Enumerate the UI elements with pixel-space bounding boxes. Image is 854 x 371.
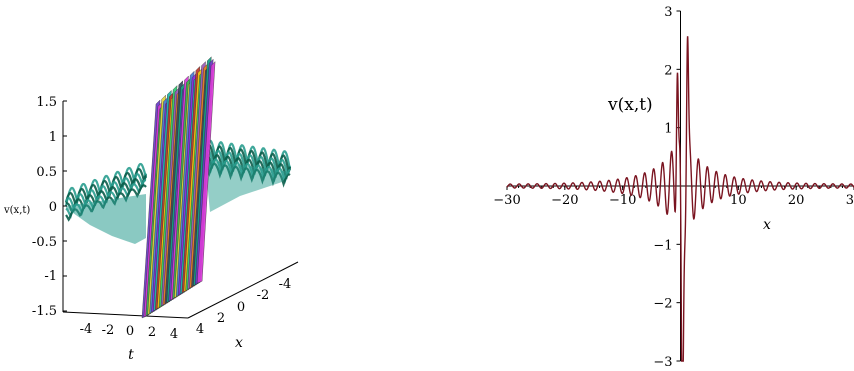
t-tick-0: 0 xyxy=(126,324,134,339)
z-tick-0: 0 xyxy=(49,200,57,215)
y-tick-label: −3 xyxy=(653,355,672,370)
x-axis-label: x xyxy=(763,217,771,233)
x-tick-4: 4 xyxy=(196,322,204,337)
t-tick-2: 2 xyxy=(148,325,156,340)
x-tick-label: −10 xyxy=(609,193,636,208)
t-axis-label: t xyxy=(128,347,134,363)
y-tick-label: −2 xyxy=(653,297,672,312)
x-axis-edge xyxy=(187,261,299,319)
y-tick-label: −1 xyxy=(653,238,672,253)
x-tick-label: 20 xyxy=(788,193,805,208)
x-tick-label: 30 xyxy=(846,193,854,208)
x-tick-label: −30 xyxy=(493,193,520,208)
x-tick-0: 0 xyxy=(237,300,245,315)
y-tick-label: 2 xyxy=(664,63,672,78)
z-tick-neg0.5: -0.5 xyxy=(32,235,57,250)
z-tick-neg1.5: -1.5 xyxy=(32,304,57,319)
x-tick-label: −20 xyxy=(551,193,578,208)
z-tick-0.5: 0.5 xyxy=(36,165,57,180)
x-tick-neg4: -4 xyxy=(279,277,292,292)
surface-band-slab xyxy=(196,61,216,284)
t-tick-4: 4 xyxy=(170,327,178,342)
x-tick-neg2: -2 xyxy=(257,288,270,303)
ticks-2d: −30 −20 −10 10 20 30 −3 −2 −1 1 2 3 xyxy=(493,5,854,370)
surface-underside xyxy=(66,194,146,244)
t-tick-neg2: -2 xyxy=(102,323,115,338)
x-tick-2: 2 xyxy=(217,311,225,326)
y-axis-label: v(x,t) xyxy=(607,95,653,115)
z-axis-label: v(x,t) xyxy=(3,205,30,216)
z-tick-1: 1 xyxy=(49,130,57,145)
y-tick-label: 1 xyxy=(664,122,672,137)
z-tick-neg1: -1 xyxy=(44,269,57,284)
surface-tail-right xyxy=(203,139,292,212)
series-curve xyxy=(506,36,854,362)
surface-tail-left xyxy=(64,162,148,244)
t-tick-neg4: -4 xyxy=(80,322,93,337)
x-tick-label: 10 xyxy=(730,193,747,208)
line-plot-2d: −30 −20 −10 10 20 30 −3 −2 −1 1 2 3 v(x,t) x xyxy=(493,5,854,370)
z-tick-marks xyxy=(63,100,67,312)
x-axis-label-3d: x xyxy=(235,335,243,351)
surface-soliton-band xyxy=(141,56,216,319)
y-tick-label: 3 xyxy=(664,5,672,20)
z-tick-1.5: 1.5 xyxy=(36,95,57,110)
t-axis-edge xyxy=(62,311,189,319)
surface-plot-3d: 1.5 1 0.5 0 -0.5 -1 -1.5 v(x,t) -4 -2 0 … xyxy=(3,56,299,363)
surface-underside xyxy=(205,160,290,212)
